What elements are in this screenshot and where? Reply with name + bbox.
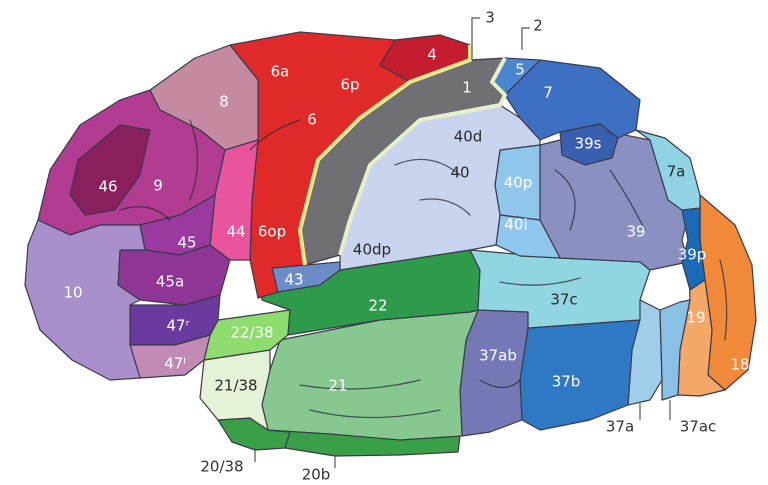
label-area-2: 2 xyxy=(533,17,543,35)
label-region-39s: 39s xyxy=(575,135,602,153)
label-region-45: 45 xyxy=(177,234,196,252)
sulcus-line xyxy=(299,379,421,390)
postcentral-sulcus-outline xyxy=(338,57,507,256)
label-region-39p: 39p xyxy=(678,246,707,264)
label-region-40i: 40i xyxy=(504,216,527,234)
label-region-45a: 45a xyxy=(156,273,184,291)
label-region-40d: 40d xyxy=(454,128,483,146)
label-region-18: 18 xyxy=(730,356,749,374)
region-46 xyxy=(69,124,151,216)
central-sulcus-outline xyxy=(298,45,472,266)
label-area-3: 3 xyxy=(485,9,495,27)
label-region-47r: 47ʳ xyxy=(167,317,190,335)
region-10 xyxy=(24,219,146,381)
label-region-7a: 7a xyxy=(667,163,686,181)
sulcus-line xyxy=(189,119,199,201)
label-region-40p: 40p xyxy=(504,174,533,192)
label-region-6: 6 xyxy=(307,111,317,129)
label-region-44: 44 xyxy=(226,223,245,241)
sulcus-line xyxy=(479,379,521,389)
sulcus-line xyxy=(419,198,471,216)
leader-line-3 xyxy=(471,17,480,60)
sulcus-line xyxy=(719,259,728,341)
sulcus-line xyxy=(309,409,441,419)
label-area-37ac: 37ac xyxy=(680,418,717,436)
leader-line-2 xyxy=(521,27,530,50)
label-region-47l: 47ˡ xyxy=(164,355,186,373)
label-region-10: 10 xyxy=(63,284,82,302)
label-region-6p: 6p xyxy=(340,76,359,94)
sulcus-line xyxy=(499,277,581,286)
label-region-7: 7 xyxy=(543,84,553,102)
label-region-22: 22 xyxy=(368,297,387,315)
label-region-4: 4 xyxy=(427,46,437,64)
label-area-20b: 20b xyxy=(302,466,331,484)
region-7a xyxy=(635,129,701,211)
label-region-5: 5 xyxy=(515,61,525,79)
label-region-40: 40 xyxy=(450,164,469,182)
label-region-9: 9 xyxy=(153,177,163,195)
label-region-19: 19 xyxy=(686,309,705,327)
sulcus-line xyxy=(394,158,461,176)
label-region-37c: 37c xyxy=(550,291,577,309)
label-region-21: 21 xyxy=(328,377,347,395)
region-21-38 xyxy=(199,349,271,431)
label-region-39: 39 xyxy=(626,223,645,241)
label-region-1: 1 xyxy=(462,79,472,97)
label-region-6op: 6op xyxy=(258,223,286,241)
region-39p xyxy=(681,207,706,291)
label-region-8: 8 xyxy=(219,93,229,111)
region-37ac-strip xyxy=(659,299,691,401)
label-region-37b: 37b xyxy=(552,373,581,391)
label-region-43: 43 xyxy=(284,271,303,289)
label-region-21-38: 21/38 xyxy=(214,377,257,395)
label-area-37a: 37a xyxy=(606,418,634,436)
sulcus-line xyxy=(609,169,646,231)
label-region-22-38: 22/38 xyxy=(230,324,273,342)
label-region-46: 46 xyxy=(98,178,117,196)
label-region-37ab: 37ab xyxy=(479,347,517,365)
label-region-6a: 6a xyxy=(271,63,290,81)
sulcus-line xyxy=(249,119,301,151)
label-region-40dp: 40dp xyxy=(353,241,391,259)
region-40-complex xyxy=(339,104,541,271)
label-area-20-38: 20/38 xyxy=(200,458,243,476)
sulcus-line xyxy=(119,206,171,221)
sulcus-line xyxy=(554,169,576,231)
